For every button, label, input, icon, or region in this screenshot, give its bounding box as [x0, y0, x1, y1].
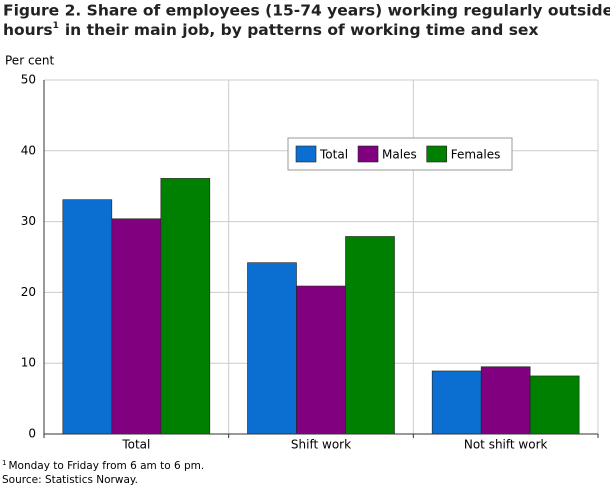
x-tick-label: Shift work [291, 438, 351, 452]
legend-swatch [357, 145, 379, 163]
bar [529, 375, 580, 435]
title-superscript: 1 [53, 21, 59, 31]
y-tick-label: 20 [21, 285, 36, 299]
y-tick-label: 10 [21, 356, 36, 370]
legend-box [287, 137, 513, 171]
chart-title: hours1 in their main job, by patterns of … [3, 21, 538, 39]
legend-label: Males [382, 148, 417, 162]
legend-label: Females [451, 148, 501, 162]
title-part: in their main job, by patterns of workin… [65, 21, 539, 39]
legend-swatch [426, 145, 448, 163]
bar [62, 199, 113, 435]
y-tick-label: 40 [21, 143, 36, 157]
bar [345, 236, 395, 435]
bar [247, 262, 297, 435]
bar [160, 178, 211, 435]
y-tick-label: 0 [28, 427, 36, 441]
y-axis-label: Per cent [5, 54, 55, 68]
chart-title: Figure 2. Share of employees (15-74 year… [3, 2, 610, 20]
bar [111, 218, 162, 435]
title-part: hours [3, 21, 53, 39]
footnote-text: Monday to Friday from 6 am to 6 pm. [8, 460, 204, 472]
legend: Total Males Females [287, 137, 513, 171]
bar [431, 370, 482, 435]
bar [296, 285, 346, 435]
y-tick-label: 50 [21, 73, 36, 87]
legend-swatch [295, 145, 317, 163]
footnote-marker: 1 [2, 459, 6, 467]
x-tick-label: Total [121, 438, 150, 452]
bar [480, 366, 531, 435]
x-tick-label: Not shift work [464, 438, 548, 452]
footnote: 1 Monday to Friday from 6 am to 6 pm. [2, 459, 204, 472]
source: Source: Statistics Norway. [2, 474, 138, 486]
y-tick-label: 30 [21, 214, 36, 228]
legend-label: Total [319, 148, 348, 162]
